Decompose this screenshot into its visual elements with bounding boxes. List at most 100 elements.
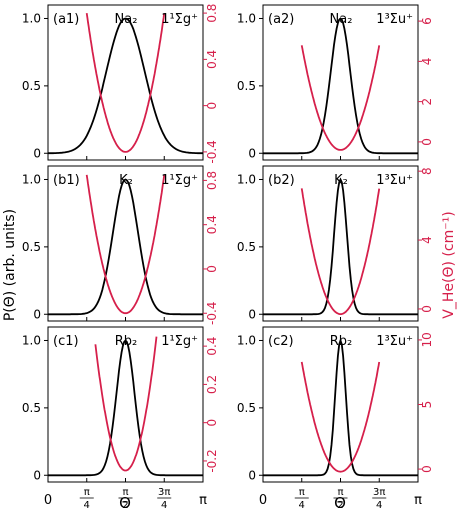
xtick-label-den: 4 [84,500,90,511]
ytick-right-label: 0.4 [205,50,219,69]
xtick-label-num: π [84,487,90,498]
state-label: 1³Σu⁺ [376,12,413,27]
ytick-right-label: 4 [420,58,434,66]
panel-label: (b2) [268,173,295,188]
ytick-left-label: 1.0 [237,333,256,347]
xtick-label: π2 [118,487,133,511]
xtick-label: π4 [79,487,94,511]
xtick-label-den: 4 [376,500,382,511]
panel-frame [47,4,204,161]
ytick-right-label: 10 [420,332,434,347]
ytick-right-label: 0.4 [205,215,219,234]
probability-curve [48,178,203,316]
ytick-right-label: 5 [420,401,434,409]
xtick-label-den: 4 [299,500,305,511]
panel-b2: 0 0.5 1.0 0 4 8 (b2) K₂ 1³Σu⁺ [237,165,434,322]
xtick-label: 0 [259,493,267,508]
ytick-left-label: 0.5 [22,401,41,415]
probability-curve [263,177,418,316]
state-label: 1¹Σg⁺ [161,334,198,349]
panel-frame [262,326,419,483]
xtick-label-num: π [122,487,128,498]
potential-curve [300,361,381,473]
panel-label: (a1) [53,12,79,27]
ytick-left-label: 1.0 [237,11,256,25]
xtick-label-den: 2 [122,500,128,511]
state-label: 1¹Σg⁺ [161,12,198,27]
ytick-right-label: 0.8 [205,171,219,190]
xtick-label-den: 2 [337,500,343,511]
xtick-label-num: π [337,487,343,498]
xlabel-right: Θ [334,494,346,512]
ytick-left-label: 0 [33,146,41,160]
ytick-right-label: 6 [420,17,434,25]
xtick-label: π4 [294,487,309,511]
molecule-label: K₂ [334,173,348,188]
xlabel-left: Θ [119,494,131,512]
ytick-left-label: 0 [33,307,41,321]
ytick-right-label: 0 [420,138,434,146]
potential-curve [300,45,381,151]
potential-curve [300,188,381,316]
probability-curve [263,17,418,155]
xtick-label: π2 [333,487,348,511]
ytick-left-label: 1.0 [237,172,256,186]
ytick-right-label: -0.4 [205,302,219,325]
xtick-label: π [199,493,207,508]
xtick-label: π [414,493,422,508]
panels: 0 0.5 1.0 -0.4 0 0.4 0.8 (a1) Na₂ 1¹Σg⁺ 0 0.5 1.0 0 2 4… [22,4,434,511]
panel-frame [47,326,204,483]
panel-frame [262,165,419,322]
panel-frame [47,165,204,322]
state-label: 1¹Σg⁺ [161,173,198,188]
molecule-label: Na₂ [115,12,138,27]
xtick-label: 0 [44,493,52,508]
ytick-left-label: 1.0 [22,11,41,25]
potential-curve [85,174,166,315]
ytick-left-label: 0.5 [22,240,41,254]
state-label: 1³Σu⁺ [376,173,413,188]
xtick-label: 3π4 [372,487,387,511]
molecule-label: Rb₂ [330,334,353,349]
ytick-right-label: 0.2 [205,375,219,394]
panel-a2: 0 0.5 1.0 0 2 4 6 (a2) Na₂ 1³Σu⁺ [237,4,434,161]
ytick-left-label: 0.5 [22,79,41,93]
ytick-left-label: 0 [248,146,256,160]
panel-label: (c1) [53,334,79,349]
panel-label: (b1) [53,173,80,188]
xtick-label-num: π [299,487,305,498]
ytick-left-label: 0.5 [237,240,256,254]
xtick-label-num: 3π [373,487,385,498]
ylabel-right: V_He(Θ) (cm⁻¹) [441,211,457,318]
ytick-left-label: 0 [33,468,41,482]
ytick-left-label: 1.0 [22,172,41,186]
ytick-left-label: 0.5 [237,79,256,93]
ytick-right-label: 0 [205,265,219,273]
ytick-left-label: 0 [248,468,256,482]
ytick-right-label: 8 [420,167,434,175]
panel-frame [262,4,419,161]
potential-curve [85,12,166,153]
xtick-label-num: 3π [158,487,170,498]
potential-curve [94,336,158,472]
molecule-label: Rb₂ [115,334,138,349]
state-label: 1³Σu⁺ [376,334,413,349]
ytick-right-label: 0 [205,102,219,110]
ytick-right-label: 0 [420,305,434,313]
ytick-right-label: 2 [420,98,434,106]
ytick-right-label: -0.2 [205,449,219,472]
ytick-right-label: 4 [420,236,434,244]
panel-label: (c2) [268,334,294,349]
panel-b1: 0 0.5 1.0 -0.4 0 0.4 0.8 (b1) K₂ 1¹Σg⁺ [22,165,219,325]
ytick-left-label: 0.5 [237,401,256,415]
xtick-label: 3π4 [157,487,172,511]
probability-curve [48,17,203,155]
ytick-right-label: 0 [420,465,434,473]
ytick-right-label: 0 [205,419,219,427]
ytick-left-label: 0 [248,307,256,321]
ytick-right-label: 0.8 [205,4,219,23]
probability-curve [263,337,418,477]
